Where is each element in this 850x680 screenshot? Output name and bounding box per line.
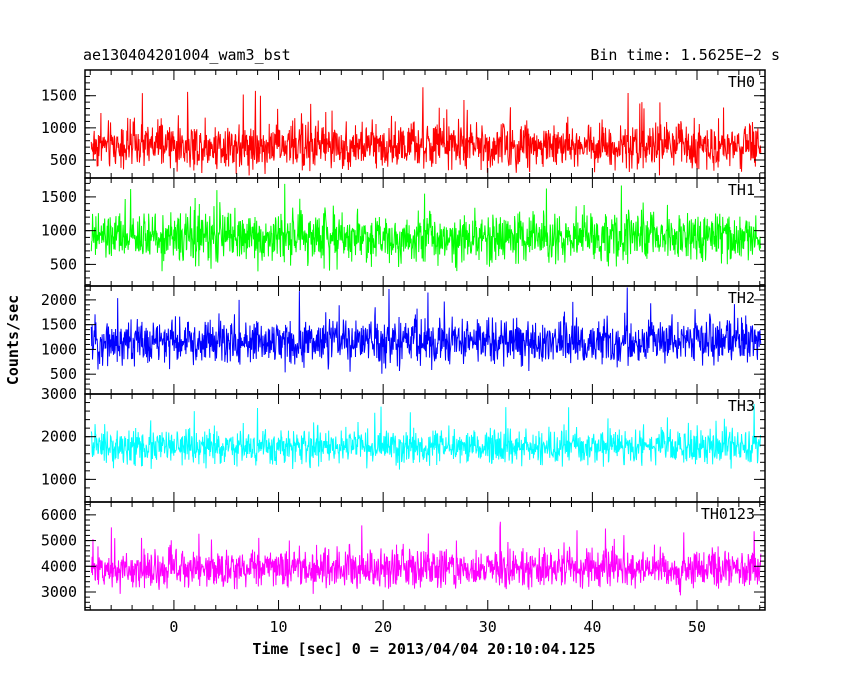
y-tick-label: 2000 <box>41 291 77 309</box>
panel-th2: 500 1000 1500 2000 TH2 <box>41 285 766 395</box>
y-tick-label: 500 <box>50 255 77 273</box>
y-tick-label: 1000 <box>41 222 77 240</box>
panel-th3: 1000 2000 3000 TH3 <box>41 385 766 503</box>
x-tick-label: 40 <box>583 618 601 636</box>
series-line-th0 <box>90 87 762 176</box>
panel-th0: 500 1000 1500 TH0 <box>41 69 766 179</box>
panels-group: 500 1000 1500 TH0 500 1000 1500 TH1 500 1000 1500 2… <box>41 69 766 611</box>
y-tick-label: 1500 <box>41 188 77 206</box>
y-tick-label: 1500 <box>41 87 77 105</box>
panel-label-th3: TH3 <box>728 397 755 415</box>
x-tick-label: 0 <box>169 618 178 636</box>
x-tick-label: 10 <box>270 618 288 636</box>
series-line-th0123 <box>90 521 762 596</box>
x-axis: 0 10 20 30 40 50 <box>169 618 706 636</box>
y-tick-label: 5000 <box>41 532 77 550</box>
x-tick-label: 20 <box>374 618 392 636</box>
y-tick-label: 1000 <box>41 470 77 488</box>
series-line-th1 <box>90 183 762 272</box>
chart-title-right: Bin time: 1.5625E−2 s <box>590 46 780 64</box>
y-tick-label: 3000 <box>41 583 77 601</box>
x-tick-label: 30 <box>479 618 497 636</box>
y-tick-label: 2000 <box>41 428 77 446</box>
y-tick-label: 1500 <box>41 316 77 334</box>
panel-label-th2: TH2 <box>728 289 755 307</box>
series-line-th3 <box>90 404 761 470</box>
panel-label-th0: TH0 <box>728 73 755 91</box>
y-tick-label: 1000 <box>41 119 77 137</box>
y-tick-label: 500 <box>50 365 77 383</box>
y-tick-label: 6000 <box>41 506 77 524</box>
y-tick-label: 1000 <box>41 340 77 358</box>
panel-th0123: 3000 4000 5000 6000 TH0123 <box>41 501 766 611</box>
y-tick-label: 3000 <box>41 385 77 403</box>
x-tick-label: 50 <box>688 618 706 636</box>
series-line-th2 <box>90 287 762 374</box>
y-axis-label: Counts/sec <box>4 295 22 385</box>
y-tick-label: 500 <box>50 151 77 169</box>
panel-label-th1: TH1 <box>728 181 755 199</box>
y-tick-label: 4000 <box>41 557 77 575</box>
panel-th1: 500 1000 1500 TH1 <box>41 177 766 287</box>
x-axis-label: Time [sec] 0 = 2013/04/04 20:10:04.125 <box>252 640 595 658</box>
panel-label-th0123: TH0123 <box>701 505 755 523</box>
chart-title-left: ae130404201004_wam3_bst <box>83 46 291 64</box>
